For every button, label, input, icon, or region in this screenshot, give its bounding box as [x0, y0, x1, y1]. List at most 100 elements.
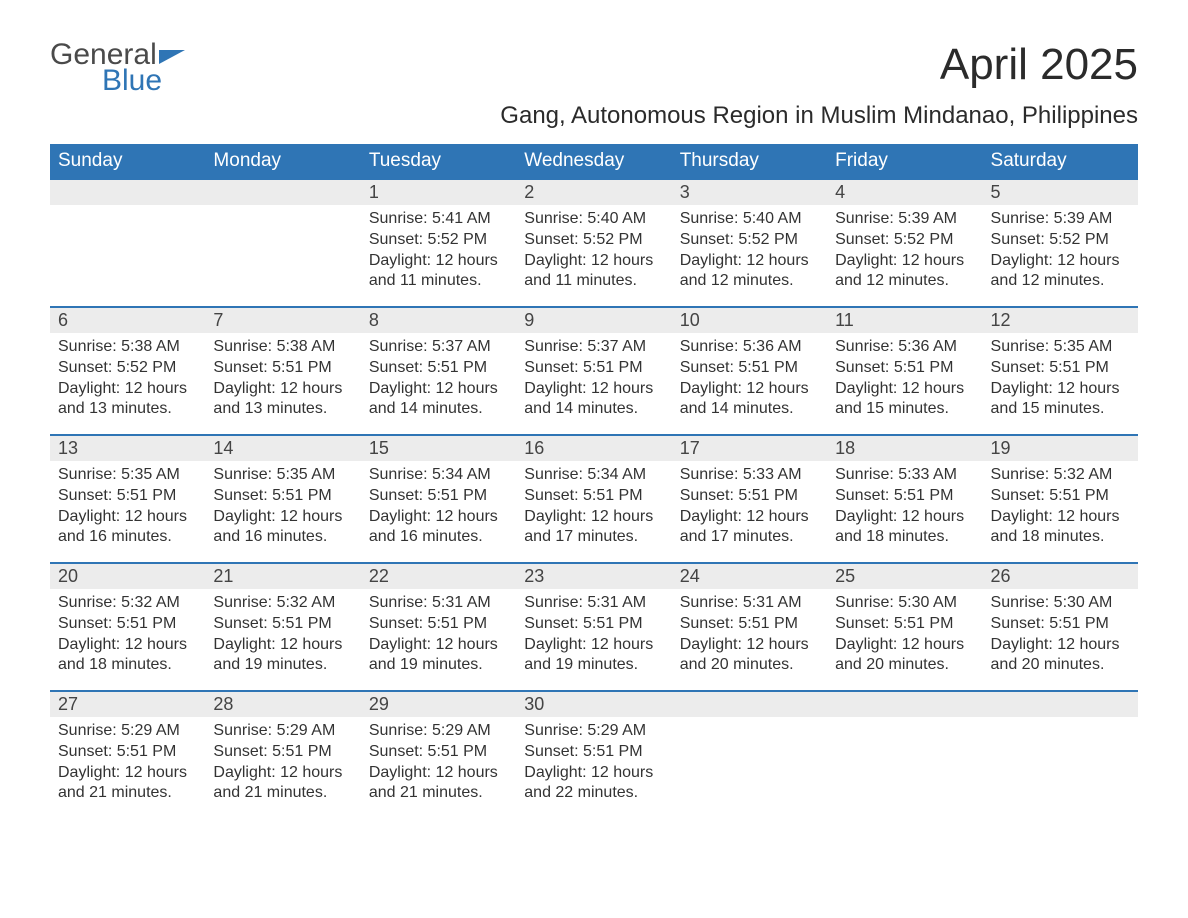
daylight-line: Daylight: 12 hours and 17 minutes. — [680, 507, 819, 549]
day-details: Sunrise: 5:35 AMSunset: 5:51 PMDaylight:… — [983, 333, 1138, 430]
sunset-line: Sunset: 5:51 PM — [58, 742, 197, 763]
calendar-cell: 18Sunrise: 5:33 AMSunset: 5:51 PMDayligh… — [827, 434, 982, 562]
day-details — [205, 205, 360, 219]
sunrise-line: Sunrise: 5:29 AM — [524, 721, 663, 742]
daylight-line: Daylight: 12 hours and 15 minutes. — [991, 379, 1130, 421]
calendar-cell: 27Sunrise: 5:29 AMSunset: 5:51 PMDayligh… — [50, 690, 205, 818]
day-details: Sunrise: 5:29 AMSunset: 5:51 PMDaylight:… — [361, 717, 516, 814]
day-number: 16 — [516, 434, 671, 461]
day-details: Sunrise: 5:33 AMSunset: 5:51 PMDaylight:… — [672, 461, 827, 558]
daylight-line: Daylight: 12 hours and 19 minutes. — [524, 635, 663, 677]
sunset-line: Sunset: 5:51 PM — [369, 358, 508, 379]
day-number: 27 — [50, 690, 205, 717]
daylight-line: Daylight: 12 hours and 15 minutes. — [835, 379, 974, 421]
sunset-line: Sunset: 5:52 PM — [835, 230, 974, 251]
sunset-line: Sunset: 5:51 PM — [680, 614, 819, 635]
daylight-line: Daylight: 12 hours and 22 minutes. — [524, 763, 663, 805]
day-number: 13 — [50, 434, 205, 461]
calendar-week-row: 13Sunrise: 5:35 AMSunset: 5:51 PMDayligh… — [50, 434, 1138, 562]
calendar-cell: 30Sunrise: 5:29 AMSunset: 5:51 PMDayligh… — [516, 690, 671, 818]
sunrise-line: Sunrise: 5:35 AM — [213, 465, 352, 486]
calendar-cell: 28Sunrise: 5:29 AMSunset: 5:51 PMDayligh… — [205, 690, 360, 818]
sunrise-line: Sunrise: 5:29 AM — [369, 721, 508, 742]
calendar-cell: 25Sunrise: 5:30 AMSunset: 5:51 PMDayligh… — [827, 562, 982, 690]
day-header: Friday — [827, 144, 982, 178]
day-number — [50, 178, 205, 205]
calendar-cell: 21Sunrise: 5:32 AMSunset: 5:51 PMDayligh… — [205, 562, 360, 690]
sunset-line: Sunset: 5:51 PM — [213, 742, 352, 763]
day-number: 7 — [205, 306, 360, 333]
day-details: Sunrise: 5:39 AMSunset: 5:52 PMDaylight:… — [827, 205, 982, 302]
day-number: 21 — [205, 562, 360, 589]
sunset-line: Sunset: 5:51 PM — [835, 486, 974, 507]
sunset-line: Sunset: 5:51 PM — [524, 358, 663, 379]
day-header: Thursday — [672, 144, 827, 178]
sunrise-line: Sunrise: 5:31 AM — [524, 593, 663, 614]
calendar-cell: 14Sunrise: 5:35 AMSunset: 5:51 PMDayligh… — [205, 434, 360, 562]
sunset-line: Sunset: 5:51 PM — [680, 486, 819, 507]
day-number: 5 — [983, 178, 1138, 205]
sunrise-line: Sunrise: 5:40 AM — [524, 209, 663, 230]
daylight-line: Daylight: 12 hours and 21 minutes. — [213, 763, 352, 805]
sunset-line: Sunset: 5:51 PM — [835, 614, 974, 635]
day-number: 19 — [983, 434, 1138, 461]
sunrise-line: Sunrise: 5:31 AM — [369, 593, 508, 614]
sunset-line: Sunset: 5:52 PM — [369, 230, 508, 251]
day-details: Sunrise: 5:35 AMSunset: 5:51 PMDaylight:… — [205, 461, 360, 558]
day-details: Sunrise: 5:35 AMSunset: 5:51 PMDaylight:… — [50, 461, 205, 558]
sunset-line: Sunset: 5:51 PM — [58, 486, 197, 507]
calendar-cell — [672, 690, 827, 818]
day-number: 30 — [516, 690, 671, 717]
day-number: 2 — [516, 178, 671, 205]
calendar-cell: 16Sunrise: 5:34 AMSunset: 5:51 PMDayligh… — [516, 434, 671, 562]
calendar-cell: 6Sunrise: 5:38 AMSunset: 5:52 PMDaylight… — [50, 306, 205, 434]
day-number: 24 — [672, 562, 827, 589]
calendar-cell: 10 Sunrise: 5:36 AMSunset: 5:51 PMDayligh… — [672, 306, 827, 434]
daylight-line: Daylight: 12 hours and 16 minutes. — [213, 507, 352, 549]
day-number: 14 — [205, 434, 360, 461]
sunset-line: Sunset: 5:51 PM — [835, 358, 974, 379]
calendar-week-row: 1Sunrise: 5:41 AMSunset: 5:52 PMDaylight… — [50, 178, 1138, 306]
sunrise-line: Sunrise: 5:35 AM — [58, 465, 197, 486]
day-number: 10 — [672, 306, 827, 333]
calendar-cell: 4Sunrise: 5:39 AMSunset: 5:52 PMDaylight… — [827, 178, 982, 306]
daylight-line: Daylight: 12 hours and 17 minutes. — [524, 507, 663, 549]
sunrise-line: Sunrise: 5:36 AM — [835, 337, 974, 358]
day-number: 18 — [827, 434, 982, 461]
sunrise-line: Sunrise: 5:30 AM — [835, 593, 974, 614]
day-number: 3 — [672, 178, 827, 205]
day-details — [827, 717, 982, 731]
calendar-cell: 8Sunrise: 5:37 AMSunset: 5:51 PMDaylight… — [361, 306, 516, 434]
daylight-line: Daylight: 12 hours and 21 minutes. — [58, 763, 197, 805]
calendar-cell — [983, 690, 1138, 818]
calendar-week-row: 6Sunrise: 5:38 AMSunset: 5:52 PMDaylight… — [50, 306, 1138, 434]
day-details: Sunrise: 5:39 AMSunset: 5:52 PMDaylight:… — [983, 205, 1138, 302]
day-number: 17 — [672, 434, 827, 461]
daylight-line: Daylight: 12 hours and 14 minutes. — [680, 379, 819, 421]
sunset-line: Sunset: 5:51 PM — [369, 742, 508, 763]
sunrise-line: Sunrise: 5:40 AM — [680, 209, 819, 230]
sunset-line: Sunset: 5:51 PM — [991, 486, 1130, 507]
daylight-line: Daylight: 12 hours and 18 minutes. — [58, 635, 197, 677]
calendar-cell: 9Sunrise: 5:37 AMSunset: 5:51 PMDaylight… — [516, 306, 671, 434]
daylight-line: Daylight: 12 hours and 12 minutes. — [991, 251, 1130, 293]
sunrise-line: Sunrise: 5:29 AM — [213, 721, 352, 742]
daylight-line: Daylight: 12 hours and 14 minutes. — [369, 379, 508, 421]
day-number: 8 — [361, 306, 516, 333]
day-details: Sunrise: 5:37 AMSunset: 5:51 PMDaylight:… — [516, 333, 671, 430]
daylight-line: Daylight: 12 hours and 11 minutes. — [369, 251, 508, 293]
daylight-line: Daylight: 12 hours and 18 minutes. — [991, 507, 1130, 549]
day-details: Sunrise: 5:40 AMSunset: 5:52 PMDaylight:… — [672, 205, 827, 302]
calendar-cell: 20Sunrise: 5:32 AMSunset: 5:51 PMDayligh… — [50, 562, 205, 690]
sunset-line: Sunset: 5:51 PM — [58, 614, 197, 635]
calendar-week-row: 20Sunrise: 5:32 AMSunset: 5:51 PMDayligh… — [50, 562, 1138, 690]
day-details: Sunrise: 5:31 AMSunset: 5:51 PMDaylight:… — [672, 589, 827, 686]
sunrise-line: Sunrise: 5:32 AM — [58, 593, 197, 614]
day-header-row: SundayMondayTuesdayWednesdayThursdayFrid… — [50, 144, 1138, 178]
daylight-line: Daylight: 12 hours and 14 minutes. — [524, 379, 663, 421]
daylight-line: Daylight: 12 hours and 13 minutes. — [213, 379, 352, 421]
sunrise-line: Sunrise: 5:30 AM — [991, 593, 1130, 614]
sunset-line: Sunset: 5:51 PM — [680, 358, 819, 379]
sunrise-line: Sunrise: 5:36 AM — [680, 337, 819, 358]
daylight-line: Daylight: 12 hours and 20 minutes. — [991, 635, 1130, 677]
